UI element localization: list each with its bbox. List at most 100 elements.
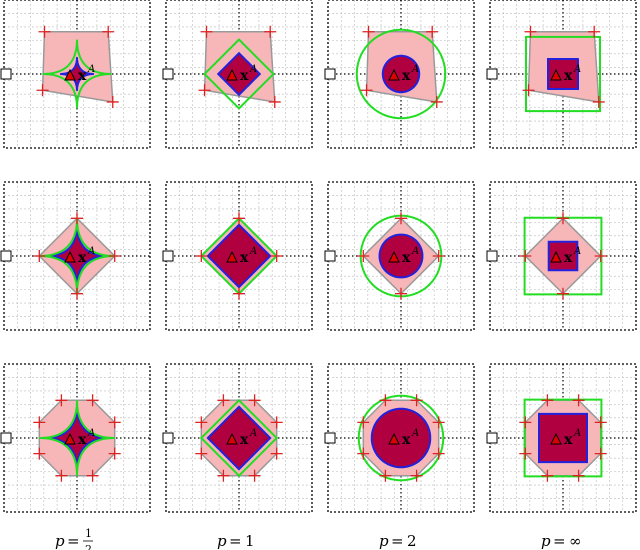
caption-value: ∞	[569, 532, 582, 550]
square-marker-icon	[324, 250, 336, 262]
square-marker-icon	[486, 68, 498, 80]
caption-p: p	[379, 532, 389, 550]
point-superscript: A	[411, 428, 419, 439]
plus-vertex-icon	[362, 25, 375, 38]
outer-ball	[39, 400, 115, 476]
point-label: x	[78, 250, 87, 266]
point-superscript: A	[249, 428, 257, 439]
plus-vertex-icon	[217, 394, 230, 407]
point-label: x	[402, 68, 411, 84]
plus-vertex-icon	[541, 469, 554, 482]
plus-vertex-icon	[248, 469, 261, 482]
caption-p: p	[541, 532, 551, 550]
plus-vertex-icon	[594, 250, 607, 262]
plus-vertex-icon	[248, 394, 261, 407]
plus-vertex-icon	[557, 212, 569, 225]
point-superscript: A	[249, 246, 257, 257]
inner-ball	[206, 405, 272, 471]
plus-vertex-icon	[519, 416, 532, 429]
inner-ball	[547, 58, 579, 90]
plus-vertex-icon	[432, 250, 445, 262]
plus-vertex-icon	[71, 212, 83, 225]
plus-vertex-icon	[572, 469, 585, 482]
plus-vertex-icon	[594, 416, 607, 429]
triangle-marker-icon	[64, 68, 76, 81]
plus-vertex-icon	[102, 25, 115, 38]
caption-col-3: p = 2	[379, 532, 417, 550]
caption-col-4: p = ∞	[541, 532, 582, 550]
point-superscript: A	[573, 246, 581, 257]
plus-vertex-icon	[71, 287, 83, 300]
square-marker-icon	[0, 432, 12, 444]
panel-content	[4, 0, 150, 148]
plus-vertex-icon	[195, 416, 208, 429]
panel-content	[490, 0, 636, 148]
plus-vertex-icon	[379, 394, 392, 407]
plus-vertex-icon	[432, 447, 445, 460]
caption-fraction-denominator: 2	[85, 543, 92, 550]
triangle-marker-icon	[550, 68, 562, 81]
plus-vertex-icon	[522, 84, 535, 97]
plus-vertex-icon	[395, 212, 407, 225]
plus-vertex-icon	[268, 95, 281, 108]
caption-p: p	[217, 532, 227, 550]
plus-vertex-icon	[357, 447, 370, 460]
plus-vertex-icon	[233, 287, 245, 300]
inner-ball	[538, 412, 588, 464]
panel-content	[328, 182, 474, 330]
panel-content	[166, 364, 312, 512]
plus-vertex-icon	[233, 212, 245, 225]
plus-vertex-icon	[198, 84, 211, 97]
triangle-marker-icon	[64, 250, 76, 263]
column-captions: p = 12 p = 1 p = 2 p = ∞	[55, 527, 582, 550]
plus-vertex-icon	[588, 25, 601, 38]
plus-vertex-icon	[592, 95, 605, 108]
caption-equals: =	[229, 532, 242, 550]
plus-vertex-icon	[217, 469, 230, 482]
plus-vertex-icon	[430, 95, 443, 108]
outer-ball	[525, 35, 601, 113]
plus-vertex-icon	[55, 394, 68, 407]
caption-col-1: p = 1 2	[55, 527, 93, 550]
inner-ball	[378, 233, 424, 279]
point-superscript: A	[87, 428, 95, 439]
point-superscript: A	[411, 64, 419, 75]
inner-ball	[547, 240, 579, 272]
triangle-marker-icon	[64, 432, 76, 445]
inner-ball	[381, 54, 421, 94]
caption-equals: =	[67, 532, 80, 550]
square-marker-icon	[162, 68, 174, 80]
caption-value: 1	[245, 532, 255, 550]
square-marker-icon	[162, 432, 174, 444]
outer-ball	[357, 394, 445, 482]
caption-value: 2	[407, 532, 417, 550]
plus-vertex-icon	[426, 25, 439, 38]
plus-vertex-icon	[86, 469, 99, 482]
outer-ball	[203, 38, 275, 110]
plus-vertex-icon	[108, 250, 121, 262]
point-label: x	[240, 250, 249, 266]
triangle-marker-icon	[226, 432, 238, 445]
triangle-marker-icon	[550, 250, 562, 263]
inner-ball	[45, 224, 109, 288]
plus-vertex-icon	[357, 416, 370, 429]
triangle-marker-icon	[388, 250, 400, 263]
inner-ball	[216, 51, 262, 97]
square-marker-icon	[486, 250, 498, 262]
plus-vertex-icon	[38, 25, 51, 38]
plus-vertex-icon	[541, 394, 554, 407]
point-label: x	[564, 432, 573, 448]
panel-content	[4, 364, 150, 512]
caption-equals: =	[391, 532, 404, 550]
plus-vertex-icon	[264, 25, 277, 38]
plus-vertex-icon	[594, 447, 607, 460]
plus-vertex-icon	[519, 447, 532, 460]
